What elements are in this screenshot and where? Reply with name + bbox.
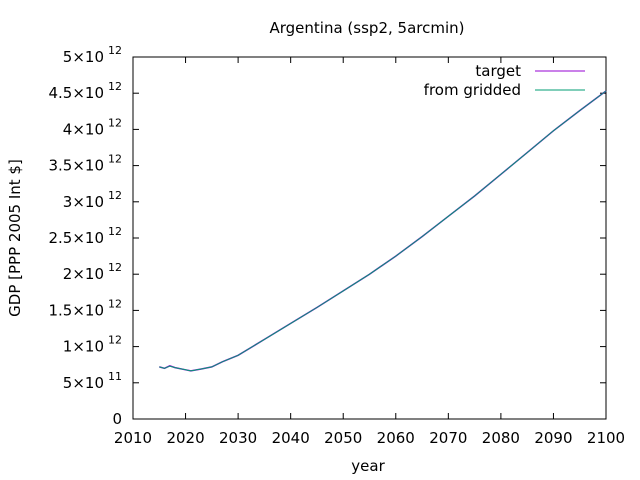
- x-tick-label: 2100: [587, 429, 625, 447]
- legend-label: target: [475, 62, 521, 80]
- y-tick-label: 5×10 11: [63, 370, 122, 392]
- plot-frame: [132, 56, 607, 420]
- x-tick-label: 2060: [377, 429, 415, 447]
- y-tick-label: 4.5×10 12: [48, 80, 122, 102]
- legend-label: from gridded: [424, 81, 521, 99]
- y-tick-label: 4×10 12: [63, 116, 122, 138]
- y-tick-label: 1×10 12: [63, 334, 122, 356]
- y-tick-label: 0: [112, 410, 122, 428]
- y-tick-label: 3×10 12: [63, 189, 122, 211]
- x-tick-label: 2070: [429, 429, 467, 447]
- x-tick-label: 2010: [114, 429, 152, 447]
- series-line-2: [159, 90, 607, 372]
- y-tick-label: 3.5×10 12: [48, 153, 122, 175]
- x-tick-label: 2050: [324, 429, 362, 447]
- x-tick-label: 2020: [166, 429, 204, 447]
- x-axis-label: year: [351, 457, 385, 475]
- y-tick-label: 2×10 12: [63, 261, 122, 283]
- x-tick-label: 2080: [482, 429, 520, 447]
- y-axis-ticks: 0 5×10 11 1×10 12 1.5×10 12 2×10 12 2.5×10 12 3×10 1…: [48, 44, 606, 428]
- y-tick-label: 5×10 12: [63, 44, 122, 66]
- y-tick-label: 1.5×10 12: [48, 297, 122, 319]
- y-axis-label: GDP [PPP 2005 Int $]: [6, 159, 24, 317]
- y-tick-label: 2.5×10 12: [48, 225, 122, 247]
- series-lines: [159, 90, 607, 372]
- x-tick-label: 2090: [534, 429, 572, 447]
- x-tick-label: 2030: [219, 429, 257, 447]
- chart-title: Argentina (ssp2, 5arcmin): [270, 19, 465, 37]
- x-axis-ticks: 2010 2020 2030 2040 2050 2060 2070 2080 2090 2100: [114, 57, 625, 447]
- x-tick-label: 2040: [272, 429, 310, 447]
- series-line-1: [159, 90, 607, 372]
